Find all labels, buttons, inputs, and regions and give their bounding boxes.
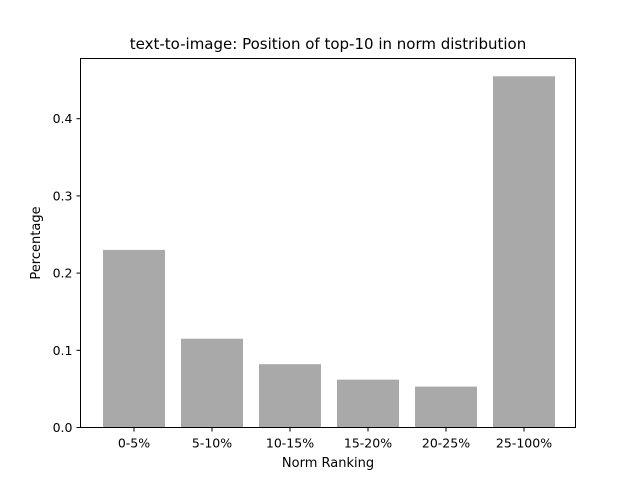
y-tick-label: 0.3: [53, 188, 73, 203]
y-tick-label: 0.4: [53, 111, 73, 126]
bars-group: [103, 76, 555, 428]
bar-4: [337, 379, 399, 428]
bar-1: [103, 249, 165, 428]
bar-6: [493, 76, 555, 428]
y-axis: 0.0 0.1 0.2 0.3 0.4: [53, 111, 81, 435]
x-axis: 0-5% 5-10% 10-15% 15-20% 20-25% 25-100%: [118, 427, 552, 451]
chart-title: text-to-image: Position of top-10 in nor…: [130, 35, 526, 53]
x-tick-label: 15-20%: [344, 436, 392, 451]
x-tick-label: 20-25%: [422, 436, 470, 451]
x-tick-label: 5-10%: [192, 436, 232, 451]
bar-5: [415, 386, 477, 428]
bar-3: [259, 364, 321, 428]
bar-2: [181, 338, 243, 428]
y-tick-label: 0.1: [53, 343, 73, 358]
plot-frame: [80, 58, 576, 428]
y-tick-label: 0.2: [53, 266, 73, 281]
x-tick-label: 0-5%: [118, 436, 150, 451]
x-axis-label: Norm Ranking: [282, 456, 374, 471]
x-tick-label: 25-100%: [496, 436, 552, 451]
y-tick-label: 0.0: [53, 420, 73, 435]
y-axis-label: Percentage: [29, 206, 44, 279]
x-tick-label: 10-15%: [266, 436, 314, 451]
